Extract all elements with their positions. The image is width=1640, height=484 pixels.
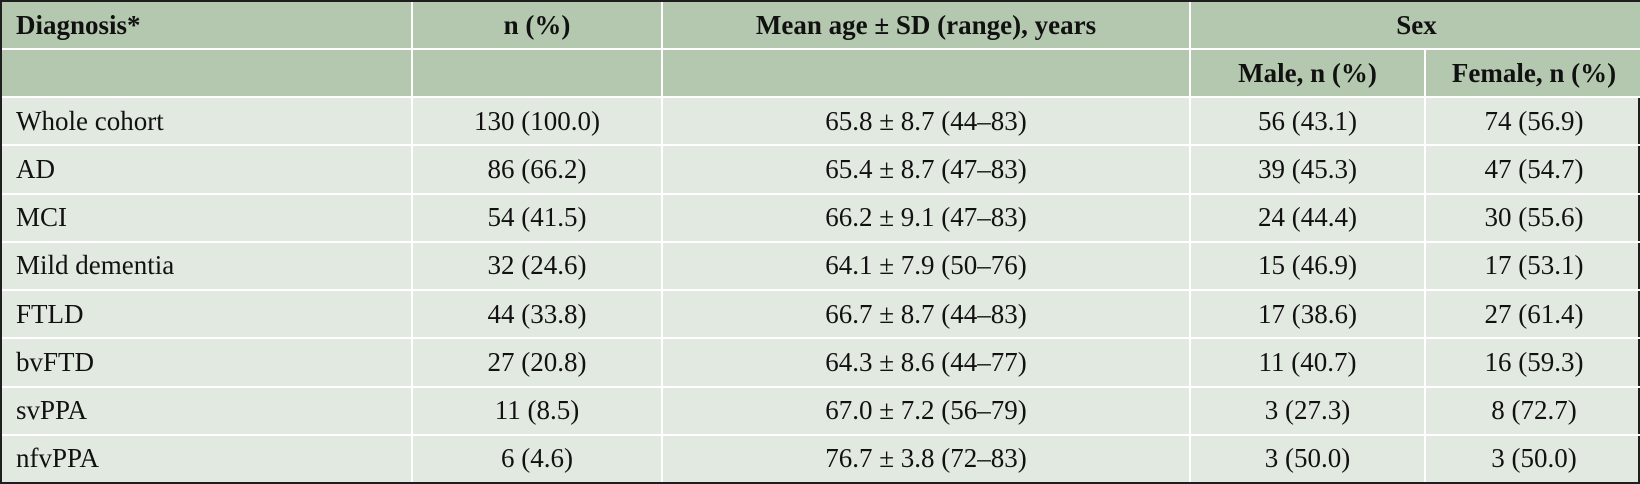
cell-male: 11 (40.7) <box>1190 338 1426 388</box>
cell-female: 27 (61.4) <box>1425 290 1640 340</box>
cell-female: 74 (56.9) <box>1425 97 1640 147</box>
cell-mean-age: 67.0 ± 7.2 (56–79) <box>662 386 1191 436</box>
cell-n-percent: 54 (41.5) <box>412 193 663 243</box>
cell-n-percent: 6 (4.6) <box>412 434 663 482</box>
table-row: nfvPPA 6 (4.6) 76.7 ± 3.8 (72–83) 3 (50.0) 3… <box>2 434 1640 482</box>
cell-male: 24 (44.4) <box>1190 193 1426 243</box>
table-body: Whole cohort 130 (100.0) 65.8 ± 8.7 (44–83… <box>2 97 1640 482</box>
cell-diagnosis: AD <box>2 145 413 195</box>
cell-mean-age: 76.7 ± 3.8 (72–83) <box>662 434 1191 482</box>
table-row: Whole cohort 130 (100.0) 65.8 ± 8.7 (44–83… <box>2 97 1640 147</box>
cell-mean-age: 64.3 ± 8.6 (44–77) <box>662 338 1191 388</box>
cell-n-percent: 44 (33.8) <box>412 290 663 340</box>
header-empty-cell <box>662 49 1191 98</box>
cell-male: 17 (38.6) <box>1190 290 1426 340</box>
cell-mean-age: 65.4 ± 8.7 (47–83) <box>662 145 1191 195</box>
table-row: MCI 54 (41.5) 66.2 ± 9.1 (47–83) 24 (44.4) 3… <box>2 193 1640 243</box>
cell-diagnosis: bvFTD <box>2 338 413 388</box>
table-row: Mild dementia 32 (24.6) 64.1 ± 7.9 (50–76)… <box>2 241 1640 292</box>
header-row-1: Diagnosis* n (%) Mean age ± SD (range), … <box>2 2 1640 50</box>
cell-n-percent: 27 (20.8) <box>412 338 663 388</box>
cell-mean-age: 64.1 ± 7.9 (50–76) <box>662 241 1191 292</box>
header-n-percent: n (%) <box>412 2 663 50</box>
cell-diagnosis: Mild dementia <box>2 241 413 292</box>
header-diagnosis: Diagnosis* <box>2 2 413 50</box>
cell-mean-age: 66.7 ± 8.7 (44–83) <box>662 290 1191 340</box>
cell-mean-age: 66.2 ± 9.1 (47–83) <box>662 193 1191 243</box>
cell-female: 3 (50.0) <box>1491 443 1577 474</box>
cell-male: 56 (43.1) <box>1190 97 1426 147</box>
header-empty-cell <box>2 49 413 98</box>
cell-mean-age: 65.8 ± 8.7 (44–83) <box>662 97 1191 147</box>
cell-n-percent: 11 (8.5) <box>412 386 663 436</box>
cell-male: 3 (27.3) <box>1190 386 1426 436</box>
cell-n-percent: 130 (100.0) <box>412 97 663 147</box>
cell-female: 30 (55.6) <box>1425 193 1640 243</box>
cell-diagnosis: nfvPPA <box>2 434 413 482</box>
table-row: FTLD 44 (33.8) 66.7 ± 8.7 (44–83) 17 (38.6)… <box>2 290 1640 340</box>
cell-n-percent: 32 (24.6) <box>412 241 663 292</box>
cell-diagnosis: MCI <box>2 193 413 243</box>
table-row: svPPA 11 (8.5) 67.0 ± 7.2 (56–79) 3 (27.3) 8… <box>2 386 1640 436</box>
header-row-2: Male, n (%) Female, n (%) <box>2 49 1640 98</box>
cell-female: 17 (53.1) <box>1425 241 1640 292</box>
table-row: bvFTD 27 (20.8) 64.3 ± 8.6 (44–77) 11 (40.7… <box>2 338 1640 388</box>
table-row: AD 86 (66.2) 65.4 ± 8.7 (47–83) 39 (45.3) 47… <box>2 145 1640 195</box>
cell-male: 39 (45.3) <box>1190 145 1426 195</box>
cell-male: 15 (46.9) <box>1190 241 1426 292</box>
cell-diagnosis: FTLD <box>2 290 413 340</box>
header-empty-cell <box>412 49 663 98</box>
cell-male: 3 (50.0) <box>1190 434 1426 482</box>
header-female: Female, n (%) <box>1425 49 1640 98</box>
table-header: Diagnosis* n (%) Mean age ± SD (range), … <box>2 2 1640 98</box>
header-male: Male, n (%) <box>1190 49 1426 98</box>
cell-n-percent: 86 (66.2) <box>412 145 663 195</box>
cell-female: 16 (59.3) <box>1425 338 1640 388</box>
cell-female: 47 (54.7) <box>1425 145 1640 195</box>
cell-diagnosis: svPPA <box>2 386 413 436</box>
cell-female: 8 (72.7) <box>1425 386 1640 436</box>
cell-diagnosis: Whole cohort <box>2 97 413 147</box>
header-sex: Sex <box>1190 2 1640 50</box>
header-mean-age: Mean age ± SD (range), years <box>662 2 1191 50</box>
